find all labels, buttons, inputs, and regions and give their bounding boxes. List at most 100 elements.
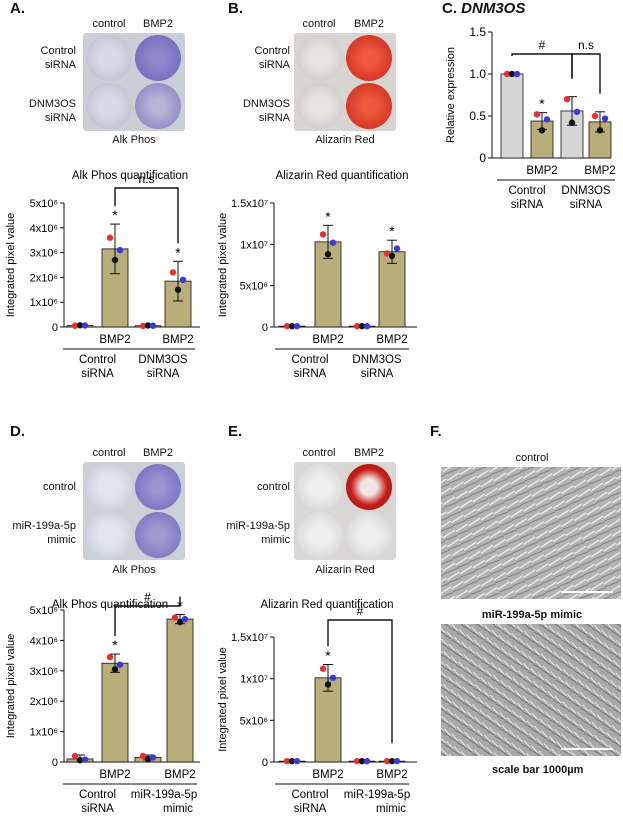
y-tick-label: 0: [52, 757, 58, 769]
y-axis-label: Integrated pixel value: [5, 213, 17, 318]
data-point: [324, 251, 332, 258]
y-tick-label: 5x10⁶: [30, 605, 58, 617]
data-point: [174, 286, 182, 293]
significance-bracket-label: #: [539, 38, 546, 52]
data-point: [358, 322, 366, 330]
data-point: [319, 665, 327, 672]
well-image: [297, 512, 343, 558]
group-label: siRNA: [294, 368, 327, 380]
y-tick-label: 3x10⁶: [30, 248, 58, 260]
plate-caption: Alk Phos: [112, 134, 156, 146]
row-label-1: control: [42, 481, 76, 493]
bar: [500, 73, 524, 159]
y-axis-label: Integrated pixel value: [5, 634, 17, 739]
y-tick-label: 1x10⁷: [240, 674, 268, 686]
well-image: [346, 512, 392, 558]
significance-bracket: [114, 596, 181, 637]
data-point: [171, 614, 179, 621]
group-label: siRNA: [361, 368, 394, 380]
y-tick-label: 4x10⁶: [30, 223, 58, 235]
scale-bar-label: scale bar 1000µm: [492, 764, 584, 776]
panel-f-label: F.: [430, 423, 442, 440]
data-point: [363, 757, 371, 765]
well-image: [135, 512, 181, 558]
plate-caption: Alizarin Red: [315, 564, 375, 576]
data-point: [144, 322, 152, 329]
row-label-2: miR-199a-5p mimic: [12, 520, 76, 546]
group-label: siRNA: [511, 199, 544, 211]
data-point: [591, 112, 599, 120]
chart-title: Alk Phos quantification: [52, 599, 168, 611]
y-tick-label: 5x10⁶: [240, 281, 268, 293]
chart-b: Alizarin Red quantification 0 5x10⁶ 1x10⁷ 1.…: [217, 170, 417, 380]
row-label-2: DNM3OS siRNA: [242, 98, 290, 124]
x-tick-label: BMP2: [584, 165, 615, 177]
significance-bracket: [114, 187, 179, 244]
data-point: [181, 615, 189, 623]
data-point: [106, 234, 114, 241]
data-point: [538, 127, 546, 134]
well-image: [346, 35, 392, 81]
data-point: [111, 666, 119, 673]
y-axis-label: Integrated pixel value: [217, 647, 229, 752]
data-point: [383, 757, 391, 765]
well-image: [135, 83, 181, 129]
group-label: miR-199a-5p: [131, 789, 197, 801]
group-label: siRNA: [81, 368, 114, 380]
data-point: [601, 115, 609, 122]
data-point: [139, 322, 147, 330]
data-point: [106, 653, 114, 661]
data-point: [288, 757, 296, 765]
y-tick-label: 0: [262, 322, 268, 334]
micrograph-texture: [441, 624, 621, 756]
data-point: [169, 269, 177, 276]
data-point: [76, 322, 84, 329]
data-point: [568, 119, 576, 126]
chart-title: Alk Phos quantification: [72, 170, 188, 182]
data-point: [388, 757, 396, 765]
row-label-1: control: [256, 481, 290, 493]
data-point: [383, 250, 391, 257]
data-point: [543, 116, 551, 123]
well-image: [86, 83, 132, 129]
well-plate-image: [83, 33, 185, 131]
data-point: [283, 322, 291, 330]
data-point: [111, 256, 119, 264]
y-tick-label: 4x10⁶: [30, 635, 58, 647]
significance-bracket-label: #: [144, 592, 151, 604]
data-point: [358, 757, 366, 765]
y-tick-label: 1x10⁶: [30, 727, 58, 739]
x-tick-label: BMP2: [376, 769, 407, 781]
well-image: [86, 35, 132, 81]
well-image: [135, 35, 181, 81]
group-label: siRNA: [570, 199, 603, 211]
x-tick-label: BMP2: [99, 334, 130, 346]
micrograph-label-top: control: [515, 452, 549, 464]
y-tick-label: 1.5: [469, 25, 486, 39]
significance-marker: *: [112, 637, 118, 653]
significance-marker: *: [112, 207, 118, 223]
row-label-1: Control siRNA: [40, 45, 76, 71]
data-point: [149, 754, 157, 761]
data-point: [81, 756, 89, 763]
row-label-2: DNM3OS siRNA: [28, 98, 76, 124]
data-point: [293, 322, 301, 330]
group-label: DNM3OS: [352, 354, 402, 366]
y-tick-label: 0: [479, 151, 486, 165]
data-point: [508, 70, 516, 78]
col-label-control: control: [302, 447, 336, 459]
well-plate-image: [294, 462, 396, 560]
data-point: [563, 96, 571, 103]
bar: [166, 618, 194, 763]
well-image: [297, 464, 343, 510]
group-label: DNM3OS: [138, 354, 188, 366]
micrograph-mimic-image: [441, 624, 621, 756]
chart-c: 0 0.5 1.0 1.5 Relative expression * BMP2 Contro…: [445, 25, 616, 211]
panel-c-label: C. DNM3OS: [442, 0, 526, 17]
x-tick-label: BMP2: [526, 165, 557, 177]
y-axis-label: Relative expression: [445, 47, 457, 143]
data-point: [288, 322, 296, 330]
data-point: [179, 276, 187, 284]
col-label-bmp2: BMP2: [354, 18, 384, 30]
data-point: [144, 755, 152, 763]
